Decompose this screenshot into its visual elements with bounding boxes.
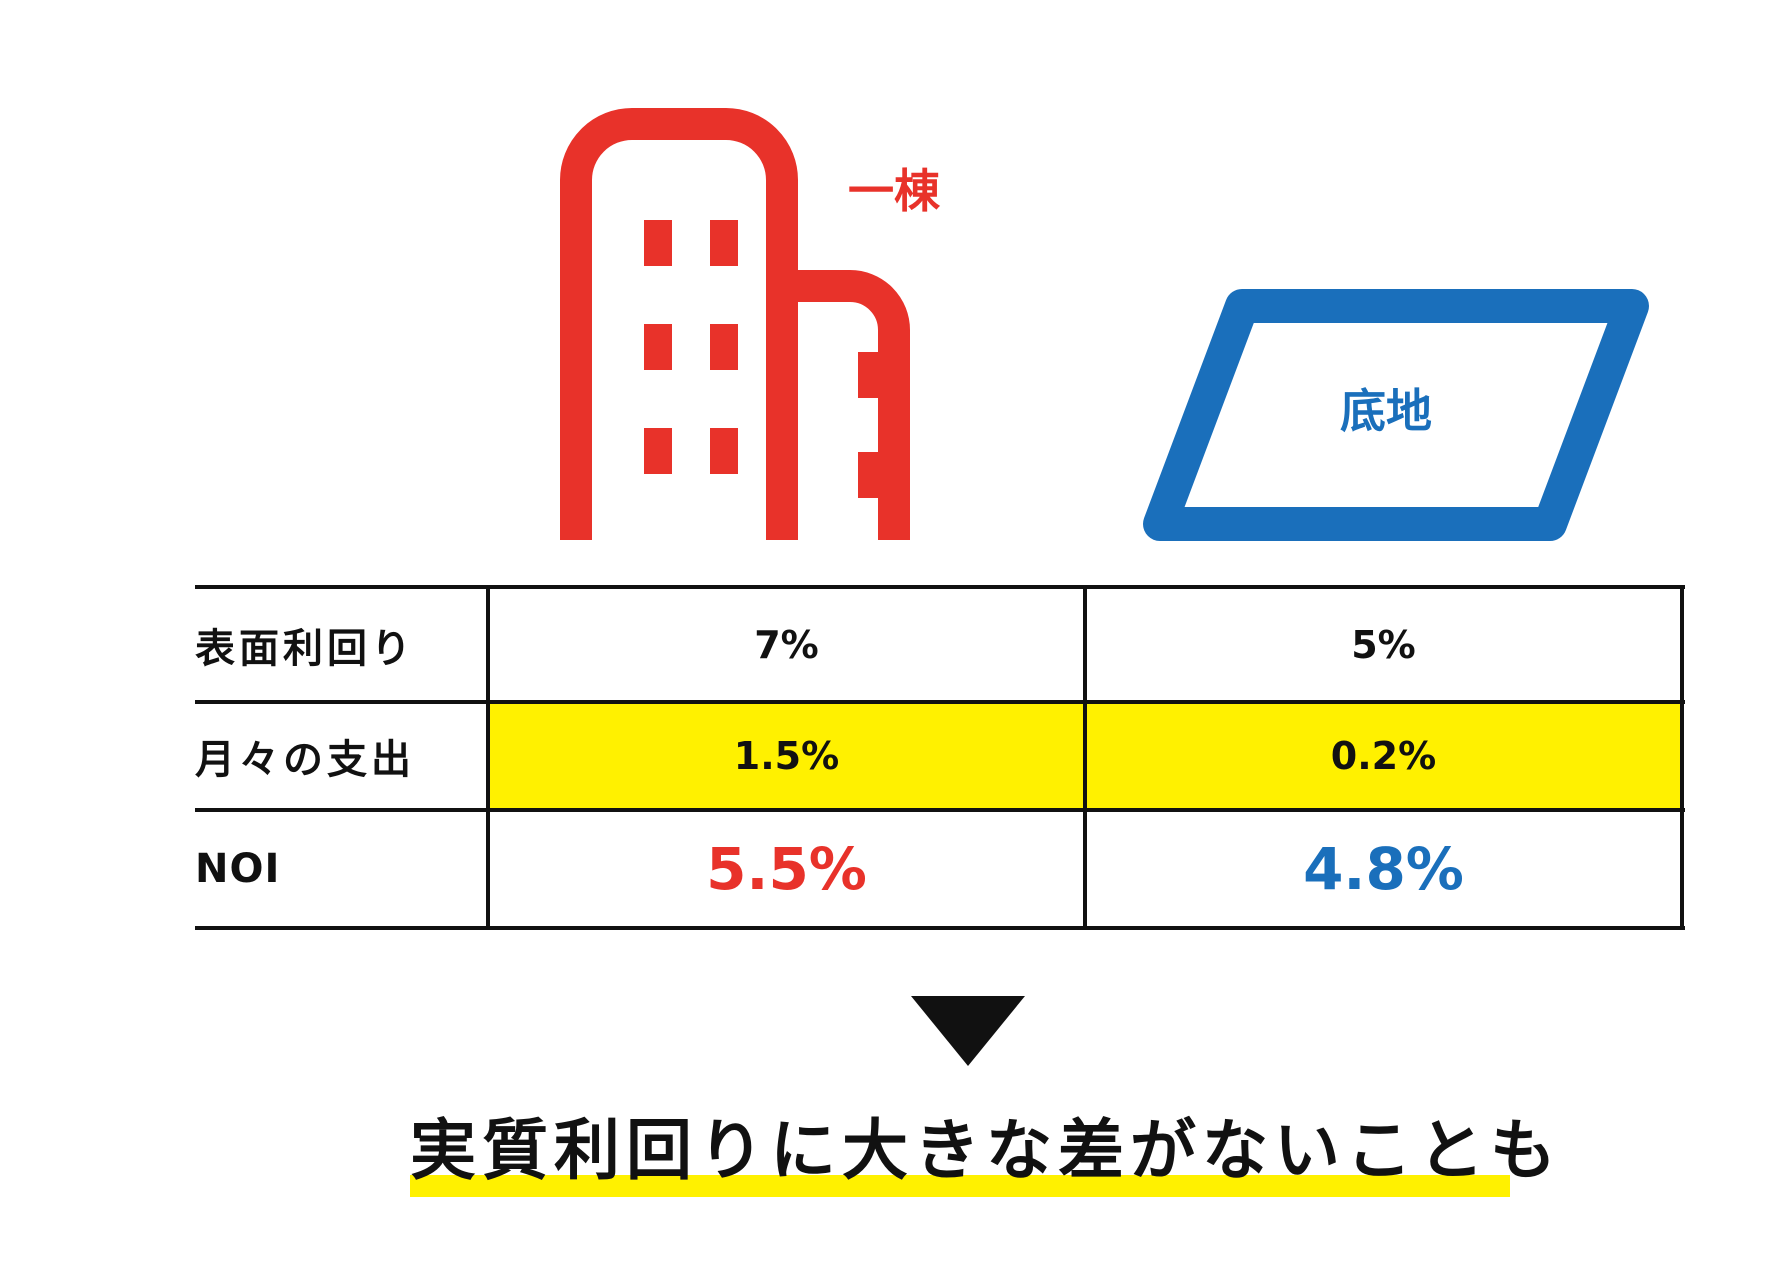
table-rule <box>195 585 1685 589</box>
conclusion-text: 実質利回りに大きな差がないことも <box>410 1112 1562 1189</box>
value-building-noi: 5.5% <box>706 835 867 903</box>
building-label: 一棟 <box>848 164 940 218</box>
conclusion-highlight <box>410 1175 1510 1197</box>
down-triangle-icon <box>911 996 1025 1066</box>
table-rule <box>195 926 1685 930</box>
land-parcel-icon <box>1143 289 1649 541</box>
table-rule <box>1680 585 1684 930</box>
value-building-gross-yield: 7% <box>754 622 819 667</box>
value-building-monthly-expense: 1.5% <box>733 734 840 778</box>
value-land-gross-yield: 5% <box>1351 622 1416 667</box>
table-rule <box>486 585 490 930</box>
table-rule <box>195 700 1685 704</box>
table-rule <box>1083 585 1087 930</box>
row-label-noi: NOI <box>195 846 281 892</box>
row-label-monthly-expense: 月々の支出 <box>195 737 415 783</box>
highlight-cell-building <box>490 704 1083 808</box>
value-land-noi: 4.8% <box>1303 835 1464 903</box>
highlight-cell-land <box>1087 704 1680 808</box>
comparison-table: 表面利回り 7% 5% 月々の支出 1.5% 0.2% NOI 5.5% 4.8… <box>195 585 1685 930</box>
building-icon <box>560 108 910 540</box>
land-label: 底地 <box>1340 384 1432 438</box>
value-land-monthly-expense: 0.2% <box>1330 734 1437 778</box>
row-label-gross-yield: 表面利回り <box>195 625 415 672</box>
table-rule <box>195 808 1685 812</box>
